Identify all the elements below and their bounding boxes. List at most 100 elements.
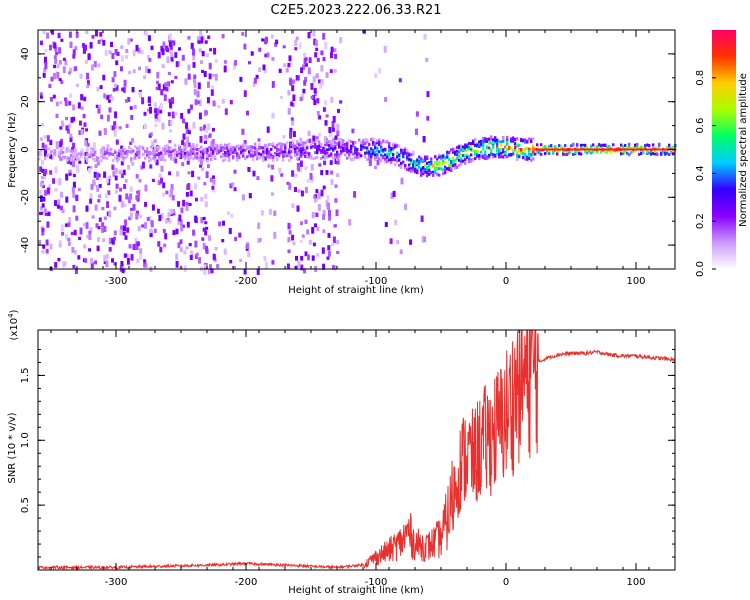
spectrogram-band-mark [244,143,247,147]
spectrogram-band-mark [372,137,375,141]
spectrogram-band-mark [260,146,263,150]
spectrogram-band-mark [378,143,381,147]
spectrogram-band-mark [526,147,529,151]
spectrogram-band-mark [282,158,285,162]
spectrogram-noise-mark [149,228,153,234]
spectrogram-band-mark [428,172,431,176]
spectrogram-noise-mark [207,268,211,275]
spectrogram-ridge-mark [616,148,619,151]
spectrogram-band-mark [38,157,41,161]
spectrogram-band-mark [306,139,309,143]
spectrogram-noise-mark [182,199,186,207]
spectrogram-ridge-mark [590,148,593,151]
spectrogram-band-mark [500,148,503,151]
spectrogram-noise-mark [187,142,191,148]
spectrogram-band-mark [190,152,193,156]
spectrogram-band-mark [398,153,401,157]
spectrogram-band-mark [480,139,483,143]
spectrogram-noise-mark [302,88,306,94]
spectrogram-band-mark [550,144,553,148]
spectrogram-band-mark [294,150,297,153]
spectrogram-band-mark [356,148,359,151]
spectrogram-band-mark [484,137,487,140]
spectrogram-noise-mark [243,140,247,145]
spectrogram-noise-mark [317,204,321,211]
spectrogram-ridge-mark [598,148,601,151]
spectrogram-band-mark [478,154,481,158]
spectrogram-noise-mark [137,226,141,232]
spectrogram-noise-mark [328,209,331,217]
spectrogram-noise-mark [118,194,122,202]
spectrogram-band-mark [478,140,481,144]
spectrogram-band-mark [62,146,65,150]
spectrogram-noise-mark [206,164,210,169]
spectrogram-noise-mark [113,262,117,266]
spectrogram-band-mark [186,154,189,158]
spectrogram-noise-mark [285,67,289,73]
spectrogram-noise-mark [329,130,333,137]
spectrogram-noise-mark [266,52,270,58]
snr-scale-suffix: ) [9,309,20,313]
snr-scale-prefix: (x10 [9,318,20,341]
spectrogram-band-mark [442,159,445,163]
spectrogram-band-mark [374,156,377,160]
spectrogram-band-mark [184,148,187,152]
spectrogram-noise-mark [273,231,277,239]
spectrogram-band-mark [92,148,95,152]
spectrogram-noise-mark [322,107,326,112]
spectrogram-noise-mark [178,47,181,51]
spectrogram-band-mark [152,149,155,153]
spectrogram-band-mark [222,155,225,158]
spectrogram-noise-mark [188,243,192,247]
spectrogram-noise-mark [147,68,151,74]
spectrogram-band-mark [114,151,117,154]
spectrogram-noise-mark [201,167,205,171]
spectrogram-band-mark [452,147,455,151]
spectrogram-noise-mark [199,30,203,37]
spectrogram-band-mark [252,158,255,162]
spectrogram-band-mark [158,156,161,160]
spectrogram-noise-mark [88,235,92,241]
spectrogram-noise-mark [202,242,206,250]
spectrogram-band-mark [198,154,201,158]
spectrogram-band-mark [388,145,391,149]
spectrogram-band-mark [512,136,515,140]
spectrogram-noise-mark [138,179,142,183]
spectrogram-band-mark [370,155,373,159]
spectrogram-band-mark [304,154,307,158]
spectrogram-xtick-label: 100 [626,276,645,287]
spectrogram-noise-mark [257,138,261,142]
spectrogram-band-mark [216,151,219,155]
spectrogram-band-mark [258,145,261,149]
spectrogram-noise-mark [318,163,322,167]
spectrogram-noise-mark [69,135,73,143]
spectrogram-band-mark [386,152,389,156]
spectrogram-noise-mark [80,94,84,101]
spectrogram-band-mark [464,146,467,150]
spectrogram-noise-mark [71,147,75,151]
spectrogram-band-mark [144,156,147,160]
spectrogram-band-mark [380,157,383,161]
spectrogram-band-mark [62,150,65,154]
spectrogram-noise-mark [157,52,161,59]
spectrogram-noise-mark [108,247,112,252]
spectrogram-noise-mark [194,217,198,224]
spectrogram-noise-mark [72,191,76,198]
spectrogram-band-mark [60,148,63,152]
spectrogram-noise-mark [213,47,217,55]
spectrogram-noise-mark [205,53,209,58]
spectrogram-band-mark [574,151,577,155]
spectrogram-band-mark [328,154,331,158]
spectrogram-noise-mark [247,167,251,172]
spectrogram-band-mark [322,147,325,150]
spectrogram-band-mark [484,153,487,157]
spectrogram-band-mark [512,139,515,143]
spectrogram-noise-mark [373,165,377,169]
spectrogram-band-mark [366,158,369,161]
spectrogram-noise-mark [119,66,123,72]
spectrogram-noise-mark [214,247,218,251]
spectrogram-band-mark [470,147,473,151]
spectrogram-band-mark [474,143,477,147]
spectrogram-band-mark [344,146,347,150]
